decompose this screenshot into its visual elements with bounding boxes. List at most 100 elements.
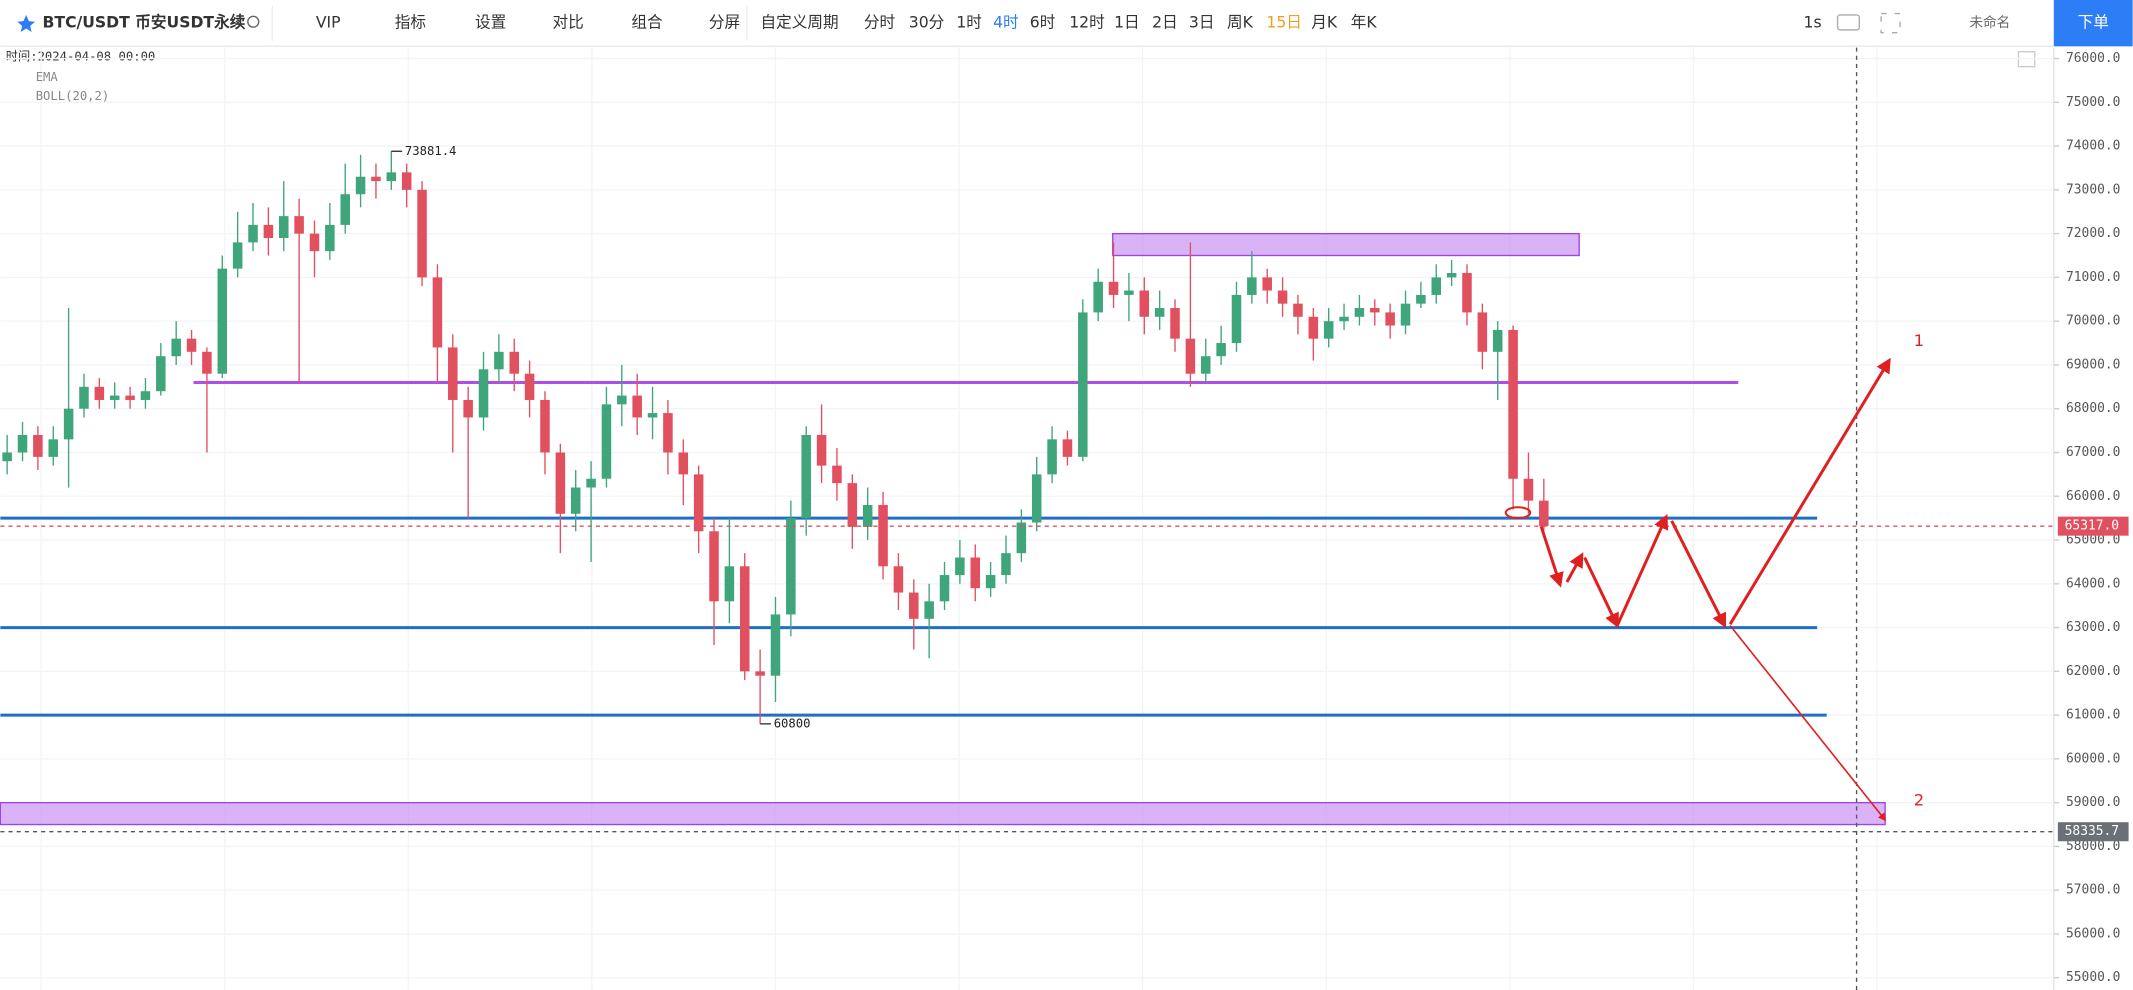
candle-body: [524, 373, 535, 400]
candle-body: [1247, 277, 1257, 295]
legend-indicator[interactable]: EMA: [36, 70, 59, 84]
candle-body: [893, 566, 904, 593]
candle-body: [33, 434, 43, 457]
candle-body: [478, 369, 489, 418]
candle-body: [1001, 553, 1011, 576]
candle-body: [417, 189, 427, 278]
candle-body: [140, 391, 151, 400]
projection-arrow: [1583, 556, 1619, 629]
candle-body: [1539, 500, 1549, 527]
price-zone: [0, 801, 1886, 826]
camera-icon[interactable]: [1836, 14, 1860, 31]
candle-body: [1431, 277, 1442, 295]
candle-body: [1400, 303, 1411, 326]
period[interactable]: 1时: [956, 13, 982, 32]
candle-body: [48, 439, 59, 457]
candle-body: [79, 386, 89, 409]
candle-body: [678, 452, 689, 475]
candle-body: [693, 474, 704, 532]
candle-body: [248, 224, 258, 243]
last-price-tag: [2057, 516, 2129, 536]
order-button[interactable]: [2053, 0, 2133, 47]
period[interactable]: 年K: [1351, 13, 1378, 32]
layout-name[interactable]: 未命名: [1969, 14, 2010, 31]
candle-body: [970, 557, 981, 589]
candle-body: [1462, 273, 1472, 313]
toolbar-button[interactable]: VIP: [316, 13, 341, 32]
period[interactable]: 3日: [1189, 13, 1215, 32]
symbol[interactable]: BTC/USDT 币安USDT永续: [43, 13, 246, 32]
candle-body: [632, 395, 642, 418]
candle-body: [1139, 290, 1150, 317]
y-tick-label: 65000.0: [2066, 533, 2120, 548]
last-price-label: 65317.0: [2065, 519, 2119, 534]
candle-body: [1354, 308, 1365, 317]
candle-body: [355, 176, 366, 195]
y-tick-label: 68000.0: [2066, 401, 2120, 416]
y-tick-label: 60000.0: [2066, 751, 2120, 766]
candle-body: [847, 483, 858, 527]
period[interactable]: 2日: [1152, 13, 1178, 32]
plot: 55000.0 56000.0 57000.0 58000.0 59000.0 60000…: [0, 47, 2129, 990]
search-icon[interactable]: [247, 15, 260, 28]
candle-body: [1385, 312, 1395, 326]
candle-body: [1031, 474, 1042, 523]
candle-body: [156, 356, 166, 392]
annotation: 1: [1914, 331, 1924, 350]
candle-body: [924, 601, 934, 619]
candle-body: [294, 216, 304, 234]
y-tick-label: 58000.0: [2066, 839, 2120, 854]
candle-body: [1308, 316, 1319, 339]
candle-body: [1093, 281, 1103, 313]
candle-body: [724, 566, 735, 602]
period[interactable]: 12时: [1069, 13, 1105, 32]
interval[interactable]: 1s: [1804, 13, 1822, 32]
candle-body: [278, 216, 289, 239]
candle-body: [1185, 338, 1196, 374]
candle-body: [309, 233, 320, 252]
candle-body: [1523, 478, 1534, 501]
candle-body: [202, 351, 212, 374]
star-icon[interactable]: [17, 14, 36, 32]
toolbar-button[interactable]: 对比: [552, 13, 583, 32]
custom-period[interactable]: 自定义周期: [761, 13, 839, 32]
period[interactable]: 6时: [1030, 13, 1056, 32]
candle-body: [1277, 290, 1288, 304]
period[interactable]: 周K: [1227, 13, 1254, 32]
candle-body: [386, 172, 397, 182]
toolbar-button[interactable]: 分屏: [709, 13, 740, 32]
candle-body: [263, 224, 274, 239]
y-tick-label: 73000.0: [2066, 182, 2120, 197]
candle-body: [63, 408, 74, 440]
period[interactable]: 1日: [1114, 13, 1140, 32]
period[interactable]: 月K: [1311, 13, 1338, 32]
max-label: 73881.4: [405, 144, 457, 158]
candle-body: [2, 452, 12, 462]
candle-body: [125, 395, 135, 400]
candle-body: [340, 194, 350, 225]
y-tick-label: 67000.0: [2066, 445, 2120, 460]
period[interactable]: 15日: [1266, 13, 1302, 32]
period[interactable]: 30分: [909, 13, 945, 32]
candle-body: [555, 452, 566, 514]
period[interactable]: 分时: [864, 13, 896, 32]
candle-body: [94, 386, 105, 400]
candle-body: [1062, 439, 1073, 457]
fullscreen-icon[interactable]: [1880, 12, 1901, 34]
candle-body: [985, 575, 996, 589]
legend-indicator[interactable]: BOLL(20,2): [36, 89, 110, 103]
projection-arrow: [1670, 520, 1727, 629]
candle-body: [463, 399, 473, 418]
period[interactable]: 4时: [993, 13, 1019, 32]
candle-body: [1200, 356, 1211, 374]
toolbar-button[interactable]: 设置: [475, 13, 506, 32]
toolbar-button[interactable]: 指标: [395, 13, 426, 32]
y-tick-label: 70000.0: [2066, 314, 2120, 329]
candle-body: [801, 434, 811, 519]
y-tick-label: 75000.0: [2066, 95, 2120, 110]
candle-body: [1170, 308, 1180, 339]
order-label[interactable]: 下单: [2078, 13, 2109, 32]
candle-body: [1446, 273, 1457, 278]
toolbar-button[interactable]: 组合: [631, 13, 663, 32]
